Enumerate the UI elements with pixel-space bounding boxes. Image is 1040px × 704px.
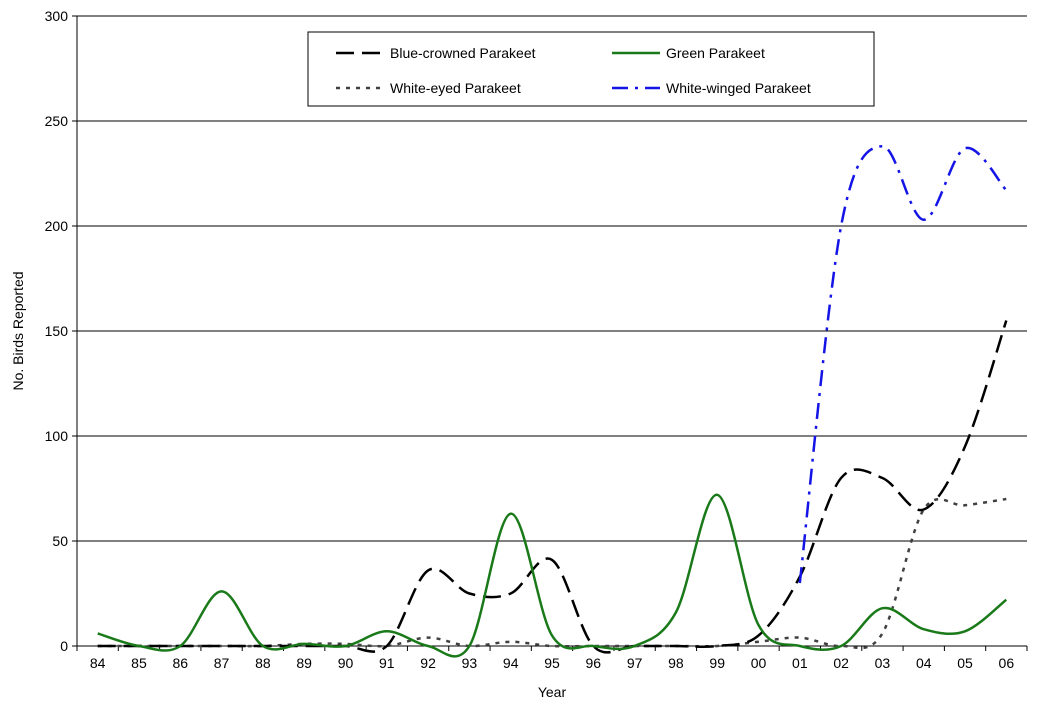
gridlines [77,15,1027,542]
x-tick-label: 92 [420,655,436,671]
x-tick-label: 91 [379,655,395,671]
x-tick-label: 96 [586,655,602,671]
x-tick-label: 93 [462,655,478,671]
x-tick-label: 90 [338,655,354,671]
y-tick-labels: 0 50 100 150 200 250 300 [45,8,77,654]
x-tick-labels: 84 85 86 87 88 89 90 91 92 93 94 95 96 97 98 99 00 01 02 03… [76,646,1028,671]
y-tick-label: 200 [45,218,69,234]
series-line-white-winged-parakeet [798,144,1008,584]
y-tick-label: 150 [45,323,69,339]
legend-label: Green Parakeet [666,45,765,61]
x-tick-label: 99 [709,655,725,671]
y-tick-label: 300 [45,8,69,24]
x-tick-label: 06 [999,655,1015,671]
series-line-green-parakeet [97,493,1008,658]
x-tick-label: 95 [544,655,560,671]
x-tick-label: 04 [916,655,932,671]
legend-label: White-winged Parakeet [666,80,811,96]
x-tick-label: 85 [131,655,147,671]
x-tick-label: 05 [957,655,973,671]
y-axis-title: No. Birds Reported [10,271,26,390]
legend: Blue-crowned Parakeet Green Parakeet White… [307,31,875,107]
y-tick-label: 50 [52,533,68,549]
x-tick-label: 86 [172,655,188,671]
legend-label: White-eyed Parakeet [390,80,521,96]
x-tick-label: 84 [90,655,106,671]
x-axis-title: Year [538,684,567,700]
x-tick-label: 87 [214,655,230,671]
x-tick-label: 88 [255,655,271,671]
x-tick-label: 97 [627,655,643,671]
x-tick-label: 94 [503,655,519,671]
x-tick-label: 00 [751,655,767,671]
series-lines [97,144,1008,658]
x-tick-label: 98 [668,655,684,671]
y-tick-label: 0 [60,638,68,654]
legend-label: Blue-crowned Parakeet [390,45,536,61]
x-tick-label: 01 [792,655,808,671]
y-tick-label: 250 [45,113,69,129]
x-tick-label: 89 [296,655,312,671]
series-line-white-eyed-parakeet [97,497,1007,650]
x-tick-label: 02 [833,655,849,671]
x-tick-label: 03 [875,655,891,671]
legend-box [307,31,875,107]
y-tick-label: 100 [45,428,69,444]
